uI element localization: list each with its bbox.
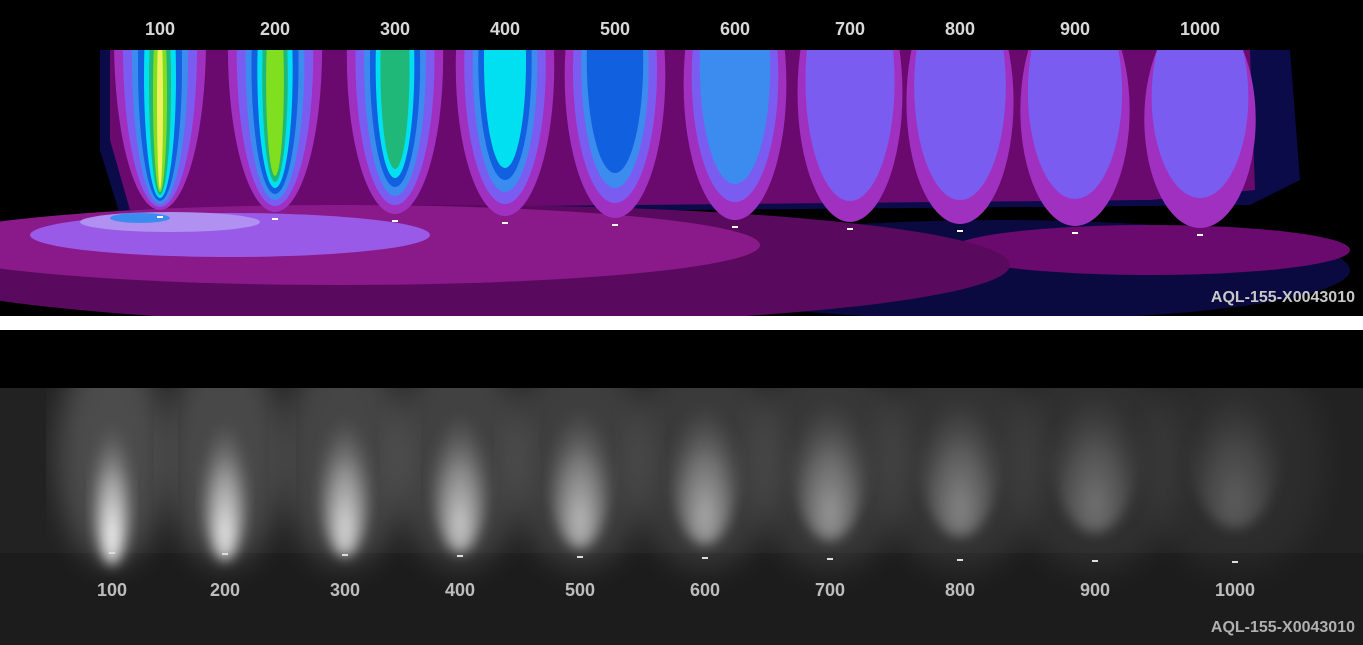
- tip-marker: [827, 558, 833, 560]
- distance-label: 400: [490, 19, 520, 39]
- beam-contour: [380, 50, 410, 169]
- tip-marker: [1092, 560, 1098, 562]
- tip-marker: [1072, 232, 1078, 234]
- beam-contour: [1151, 50, 1249, 198]
- panel-code: AQL-155-X0043010: [1211, 619, 1355, 636]
- beam-contour: [1027, 50, 1123, 199]
- beam-contour: [586, 50, 644, 173]
- tip-marker: [577, 556, 583, 558]
- tip-marker: [272, 218, 278, 220]
- distance-label: 900: [1080, 580, 1110, 600]
- tip-marker: [702, 557, 708, 559]
- beam-contour: [914, 50, 1006, 200]
- beam: [917, 388, 1003, 537]
- tip-marker: [732, 226, 738, 228]
- distance-label: 400: [445, 580, 475, 600]
- distance-label: 100: [97, 580, 127, 600]
- tip-marker: [502, 222, 508, 224]
- distance-label: 600: [720, 19, 750, 39]
- beam-contour: [699, 50, 771, 184]
- distance-label: 1000: [1180, 19, 1220, 39]
- tip-marker: [392, 220, 398, 222]
- distance-label: 300: [380, 19, 410, 39]
- tip-marker: [1197, 234, 1203, 236]
- floor: [0, 553, 1363, 645]
- beam-contour: [266, 50, 284, 176]
- beam: [317, 388, 373, 557]
- tip-marker: [957, 230, 963, 232]
- tip-marker: [222, 553, 228, 555]
- floor-contour: [950, 225, 1350, 275]
- distance-label: 500: [600, 19, 630, 39]
- tip-marker: [1232, 561, 1238, 563]
- distance-label: 600: [690, 580, 720, 600]
- contour-plot: [0, 50, 1350, 316]
- distance-label: 1000: [1215, 580, 1255, 600]
- distance-label: 800: [945, 580, 975, 600]
- tip-marker: [612, 224, 618, 226]
- floor-contour: [80, 212, 260, 232]
- distance-label: 200: [210, 580, 240, 600]
- distance-label: 200: [260, 19, 290, 39]
- beam: [429, 388, 491, 553]
- tip-marker: [457, 555, 463, 557]
- beam: [668, 388, 742, 545]
- distance-label: 100: [145, 19, 175, 39]
- distance-label: 500: [565, 580, 595, 600]
- beam-render: [57, 388, 1326, 574]
- distance-label: 900: [1060, 19, 1090, 39]
- tip-marker: [157, 216, 163, 218]
- distance-label: 700: [815, 580, 845, 600]
- beam-contour: [805, 50, 895, 201]
- distance-label: 700: [835, 19, 865, 39]
- panel-code: AQL-155-X0043010: [1211, 289, 1355, 306]
- beam-contour: [483, 50, 527, 168]
- beam: [90, 388, 134, 565]
- floor-contour: [110, 213, 170, 223]
- tip-marker: [847, 228, 853, 230]
- beam: [200, 388, 250, 561]
- tip-marker: [957, 559, 963, 561]
- distance-label: 800: [945, 19, 975, 39]
- beam: [790, 388, 870, 541]
- beam: [1049, 388, 1141, 533]
- tip-marker: [109, 552, 115, 554]
- tip-marker: [342, 554, 348, 556]
- beam: [546, 388, 614, 549]
- beam-contour: [157, 50, 163, 189]
- beam: [1186, 388, 1284, 529]
- distance-label: 300: [330, 580, 360, 600]
